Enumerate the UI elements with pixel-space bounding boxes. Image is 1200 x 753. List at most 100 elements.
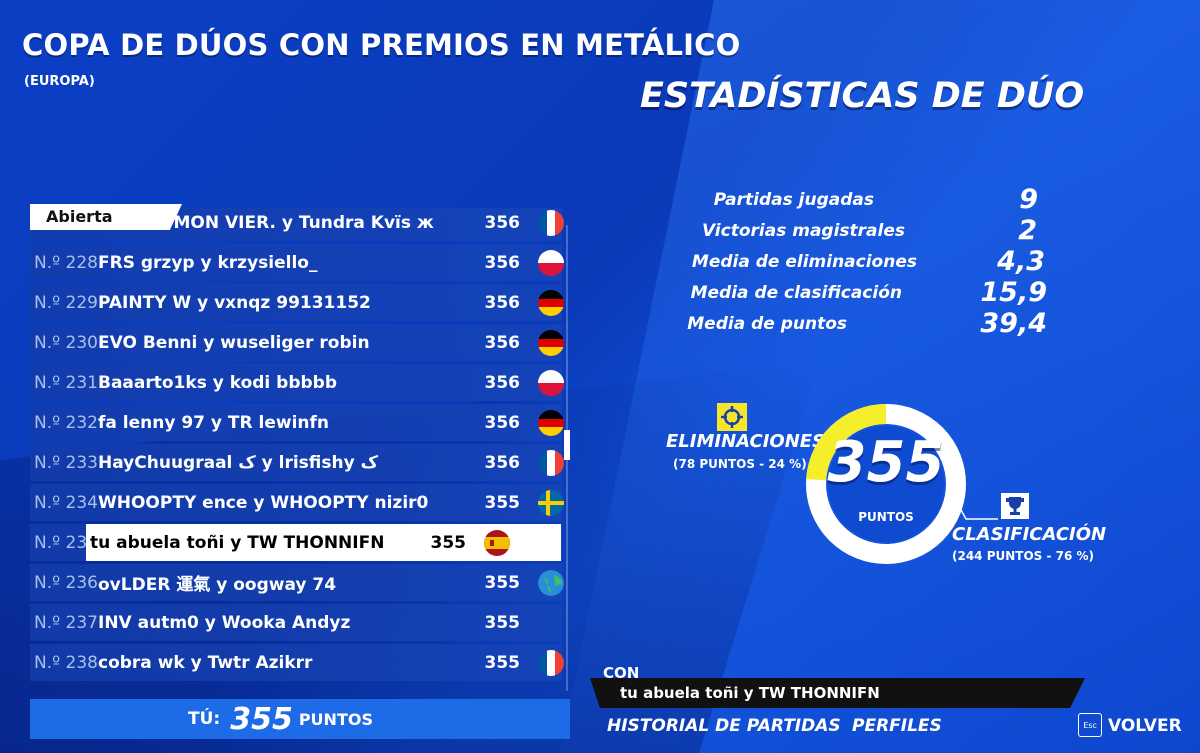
flag-fr-icon [538,649,564,676]
row-rank: N.º 230 [34,332,98,353]
eliminations-title: ELIMINACIONES [666,431,826,452]
tournament-title: COPA DE DÚOS CON PREMIOS EN METÁLICO [22,28,741,62]
stat-label: Media de clasificación [690,282,902,303]
row-points: 356 [484,412,521,433]
row-points: 356 [484,372,521,393]
row-rank: N.º 232 [34,412,98,433]
row-team-names: FRS grzyp y krzysiello_ [98,252,318,273]
stat-label: Partidas jugadas [713,189,874,210]
flag-de-icon [538,409,564,436]
row-team-names: WHOOPTY ence y WHOOPTY nizir0 [98,492,429,513]
leaderboard-list[interactable]: N.º 227MANOL MON VIER. y Tundra Kvïs ж35… [30,208,570,694]
row-points: 356 [484,332,521,353]
esc-key-icon[interactable]: Esc [1078,713,1102,737]
your-score-label: TÚ: [188,709,221,729]
stat-value: 4,3 [997,246,1045,277]
donut-elim-arc [806,404,887,481]
leaderboard-row-rank: N.º 235 [34,532,98,553]
row-points: 355 [430,532,467,553]
crosshair-icon [717,403,747,431]
flag-fr-icon [538,449,564,476]
tab-open[interactable]: Abierta [30,204,182,230]
stat-value: 39,4 [980,308,1047,339]
row-team-names: EVO Benni y wuseliger robin [98,332,370,353]
row-points: 355 [484,572,521,593]
donut-center [828,426,944,542]
total-points-value: 355 [827,430,945,495]
stat-row: Partidas jugadas 9 [640,184,1038,215]
stat-label: Victorias magistrales [701,220,905,241]
stat-row: Media de eliminaciones 4,3 [640,246,1045,277]
eliminations-detail: (78 PUNTOS - 24 %) [673,457,807,471]
leaderboard-row[interactable]: N.º 230 EVO Benni y wuseliger robin 356 [30,324,564,361]
stat-value: 15,9 [980,277,1047,308]
flag-se-icon [538,489,564,516]
row-points: 355 [484,492,521,513]
partner-label: CON [603,664,640,682]
match-history-link[interactable]: HISTORIAL DE PARTIDAS [607,716,841,736]
partner-names: tu abuela toñi y TW THONNIFN [590,678,1085,708]
row-rank: N.º 234 [34,492,98,513]
profiles-link[interactable]: PERFILES [852,716,942,736]
duo-stats-title: ESTADÍSTICAS DE DÚO [640,76,1085,116]
row-rank: N.º 228 [34,252,98,273]
your-score-bar: TÚ: 355 PUNTOS [30,699,570,739]
stat-row: Victorias magistrales 2 [640,215,1037,246]
row-rank: N.º 231 [34,372,98,393]
row-team-names: INV autm0 y Wooka Andyz [98,612,351,633]
your-score-unit: PUNTOS [298,709,373,729]
row-rank: N.º 229 [34,292,98,313]
leaderboard-row[interactable]: N.º 229 PAINTY W y vxnqz 99131152 356 [30,284,564,321]
row-team-names: Baaarto1ks y kodi bbbbb [98,372,338,393]
flag-fr-icon [538,209,564,236]
leaderboard-row[interactable]: N.º 237 INV autm0 y Wooka Andyz 355 [30,604,562,641]
stat-row: Media de puntos 39,4 [640,308,1047,339]
row-points: 355 [484,612,521,633]
leaderboard-row[interactable]: N.º 234 WHOOPTY ence y WHOOPTY nizir0 355 [30,484,564,521]
globe-icon [538,569,564,596]
flag-de-icon [538,289,564,316]
leaderboard-row[interactable]: N.º 236 ovLDER 運氣 y oogway 74 355 [30,564,564,601]
placement-title: CLASIFICACIÓN [952,524,1107,545]
back-button[interactable]: VOLVER [1108,716,1182,736]
leaderboard-scroll-thumb[interactable] [564,430,570,460]
row-team-names: fa lenny 97 y TR lewinfn [98,412,330,433]
stat-value: 9 [1019,184,1038,215]
connector-line [960,507,998,520]
row-points: 355 [484,652,521,673]
placement-detail: (244 PUNTOS - 76 %) [952,549,1095,563]
row-team-names: HayChuugraal ک y lrisfishy ک [98,452,379,473]
flag-es-icon [484,529,510,556]
row-team-names: ovLDER 運氣 y oogway 74 [98,575,337,595]
row-rank: N.º 237 [34,612,98,633]
leaderboard-row[interactable]: N.º 233 HayChuugraal ک y lrisfishy ک 356 [30,444,564,481]
leaderboard-row[interactable]: N.º 238 cobra wk y Twtr Azikrr 355 [30,644,564,681]
stat-label: Media de puntos [687,313,847,334]
stat-label: Media de eliminaciones [691,251,917,272]
row-points: 356 [484,452,521,473]
flag-empty [538,610,564,636]
flag-pl-icon [538,369,564,396]
row-points: 356 [484,292,521,313]
row-team-names: PAINTY W y vxnqz 99131152 [98,292,371,313]
trophy-icon [1001,493,1029,519]
leaderboard-row[interactable]: N.º 231 Baaarto1ks y kodi bbbbb 356 [30,364,564,401]
total-points-unit: PUNTOS [858,510,914,524]
tournament-region: (EUROPA) [24,74,95,89]
leaderboard-row[interactable]: N.º 232 fa lenny 97 y TR lewinfn 356 [30,404,564,441]
score-donut-chart [806,404,966,564]
leaderboard-row-current-team[interactable]: tu abuela toñi y TW THONNIFN 355 [86,524,561,561]
row-points: 356 [484,252,521,273]
row-rank: N.º 238 [34,652,98,673]
row-rank: N.º 233 [34,452,98,473]
leaderboard-row[interactable]: N.º 228 FRS grzyp y krzysiello_ 356 [30,244,564,281]
row-points: 356 [484,212,521,233]
your-score-value: 355 [230,701,293,737]
stat-value: 2 [1018,215,1037,246]
row-team-names: tu abuela toñi y TW THONNIFN [90,532,385,553]
flag-pl-icon [538,249,564,276]
row-rank: N.º 236 [34,572,98,593]
row-team-names: cobra wk y Twtr Azikrr [98,652,313,673]
flag-de-icon [538,329,564,356]
stat-row: Media de clasificación 15,9 [640,277,1047,308]
